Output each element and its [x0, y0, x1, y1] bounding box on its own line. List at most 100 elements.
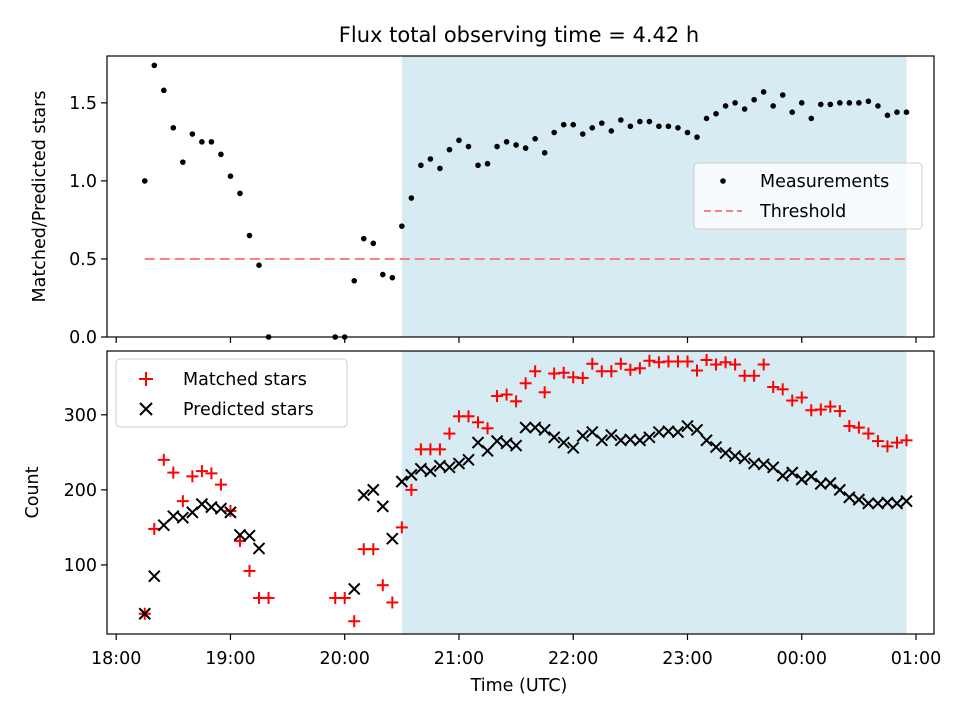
matched-star-point [386, 596, 399, 609]
predicted-star-stroke [690, 423, 704, 437]
matched-star-point [786, 394, 799, 407]
matched-star-point [700, 354, 713, 367]
predicted-star-point [481, 444, 494, 458]
legend-threshold-label: Threshold [759, 202, 846, 222]
matched-star-point [776, 383, 789, 396]
top-y-tick-label: 1.5 [69, 94, 97, 114]
predicted-star-stroke [195, 497, 209, 511]
predicted-star-point [205, 500, 218, 514]
predicted-star-stroke [671, 425, 685, 439]
x-axis-label: Time (UTC) [470, 676, 568, 696]
predicted-star-stroke [824, 476, 837, 490]
bottom-x-tick-label: 23:00 [662, 649, 712, 669]
measurement-point [789, 109, 796, 115]
predicted-star-point [367, 483, 380, 497]
matched-star-point [262, 591, 275, 604]
legend-predicted-marker [139, 402, 153, 416]
measurement-point [484, 160, 491, 167]
predicted-star-stroke [795, 473, 808, 486]
measurement-point [846, 100, 853, 106]
measurement-point [256, 262, 262, 268]
measurement-point [837, 100, 843, 106]
predicted-star-point [528, 421, 542, 434]
predicted-star-point [509, 439, 523, 452]
matched-star-point [510, 395, 523, 408]
predicted-star-point [814, 477, 827, 491]
predicted-star-point [795, 473, 808, 486]
predicted-star-point [671, 425, 685, 439]
matched-star-point [395, 521, 408, 534]
measurement-point [751, 96, 757, 103]
measurement-point [532, 135, 538, 142]
matched-star-point [472, 416, 485, 429]
bottom-x-tick-label: 22:00 [548, 649, 598, 669]
predicted-star-stroke [595, 434, 609, 447]
measurement-point [646, 118, 653, 125]
measurement-point [180, 159, 186, 165]
measurement-point [503, 139, 510, 145]
matched-star-point [881, 440, 894, 453]
matched-star-point [376, 579, 389, 592]
matched-star-point [338, 591, 351, 604]
predicted-star-point [252, 542, 266, 555]
measurement-point [218, 151, 224, 158]
measurement-point [684, 129, 691, 136]
predicted-star-point [709, 440, 723, 454]
measurement-point [360, 235, 367, 242]
matched-star-point [176, 495, 189, 508]
predicted-star-stroke [700, 434, 713, 447]
measurement-point [199, 139, 205, 145]
matched-star-point [557, 366, 570, 379]
matched-star-point [224, 504, 237, 517]
measurement-point [637, 118, 643, 125]
measurement-point [665, 123, 672, 130]
matched-star-point [405, 483, 418, 496]
predicted-star-point [414, 462, 428, 476]
matched-star-point [691, 364, 704, 377]
matched-star-point [491, 390, 504, 403]
measurement-point [189, 131, 196, 137]
top-x-ticks [115, 337, 917, 343]
matched-star-point [614, 357, 627, 370]
predicted-star-stroke [395, 475, 409, 488]
predicted-star-point [728, 449, 742, 463]
measurement-point [875, 103, 881, 109]
predicted-star-stroke [386, 532, 399, 545]
predicted-star-stroke [148, 569, 161, 583]
predicted-star-point [643, 431, 656, 444]
predicted-star-stroke [576, 429, 589, 443]
top-y-tick-label: 1.0 [69, 172, 97, 192]
predicted-star-point [214, 502, 228, 515]
predicted-star-point [652, 425, 666, 439]
predicted-star-point [833, 483, 847, 497]
matched-star-point [871, 435, 884, 448]
legend-matched-label: Matched stars [183, 370, 307, 390]
matched-star-point [167, 466, 180, 479]
matched-star-point [824, 400, 837, 413]
top-y-axis-label: Matched/Predicted stars [30, 91, 50, 303]
predicted-star-stroke [348, 582, 361, 596]
predicted-star-point [824, 476, 837, 490]
matched-star-point [576, 372, 589, 385]
predicted-star-stroke [862, 497, 875, 510]
predicted-star-stroke [805, 470, 818, 483]
bottom-x-tick-label: 18:00 [91, 649, 141, 669]
matched-star-point [481, 422, 494, 435]
predicted-star-stroke [747, 457, 761, 470]
predicted-star-point [557, 436, 570, 449]
predicted-star-point [776, 469, 789, 482]
measurement-point [141, 178, 148, 184]
predicted-star-point [433, 459, 447, 473]
predicted-star-stroke [786, 466, 799, 479]
predicted-star-point [852, 493, 866, 506]
matched-star-point [900, 434, 913, 447]
bottom-x-tick-label: 01:00 [891, 649, 941, 669]
predicted-star-point [243, 529, 256, 542]
matched-star-point [538, 386, 551, 399]
matched-star-point [767, 381, 780, 394]
measurement-point [513, 142, 519, 148]
measurement-point [389, 274, 396, 281]
measurement-point [465, 143, 472, 150]
measurement-point [675, 125, 681, 131]
